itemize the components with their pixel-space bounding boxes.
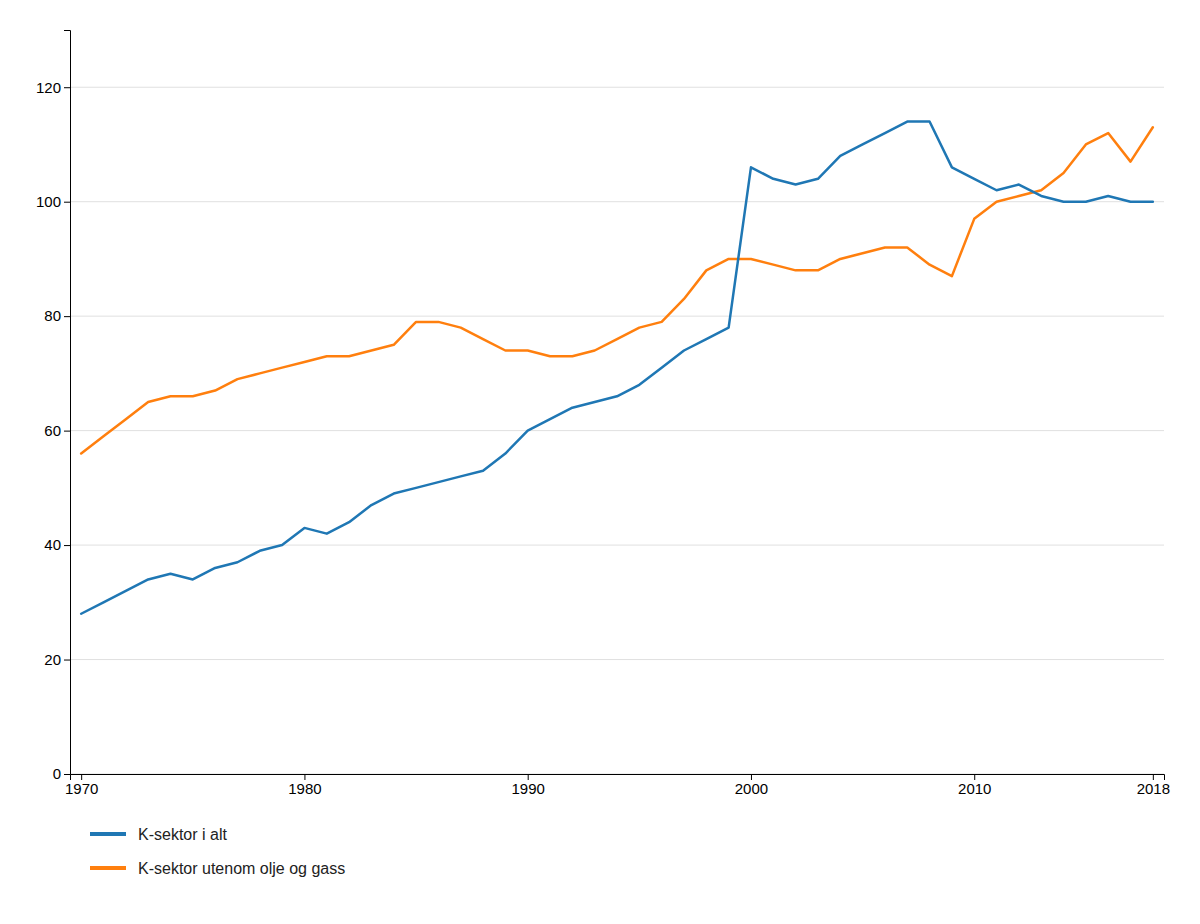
y-axis-line [64,31,71,775]
y-tick-label: 20 [44,651,61,668]
y-tick-label: 40 [44,536,61,553]
y-tick-label: 60 [44,422,61,439]
x-tick: 2010 [958,774,991,797]
x-tick-label: 2010 [958,780,991,797]
y-tick: 100 [36,193,70,210]
y-tick: 40 [44,536,70,553]
y-tick-label: 120 [36,79,61,96]
legend-item: K-sektor utenom olje og gass [90,860,345,877]
grid-line [70,659,1164,660]
y-tick-mark [64,774,70,775]
grid-line [70,87,1164,88]
legend-swatch [90,866,126,870]
x-tick-label: 2000 [735,780,768,797]
grid [70,87,1164,774]
y-tick-label: 0 [53,765,61,782]
grid-line [70,316,1164,317]
series-line [81,127,1153,453]
y-tick: 60 [44,422,70,439]
x-tick: 1990 [512,774,545,797]
y-tick-mark [64,431,70,432]
legend: K-sektor i alt K-sektor utenom olje og ga… [90,826,345,877]
y-tick-mark [64,545,70,546]
x-tick-label: 2018 [1137,780,1170,797]
y-tick: 80 [44,307,70,324]
x-tick: 2000 [735,774,768,797]
y-tick: 20 [44,651,70,668]
x-tick-label: 1970 [65,780,98,797]
series-line [81,122,1153,614]
y-tick: 0 [53,765,70,782]
x-axis: 1970 1980 1990 2000 2010 2018 [65,774,1170,797]
y-axis: 0 20 40 60 80 100 120 [36,31,71,783]
x-tick-label: 1990 [512,780,545,797]
grid-line [70,430,1164,431]
x-tick: 2018 [1137,774,1170,797]
legend-label: K-sektor utenom olje og gass [138,860,345,877]
x-tick: 1980 [288,774,321,797]
x-tick-label: 1980 [288,780,321,797]
y-tick-mark [64,87,70,88]
x-axis-line [71,775,1165,781]
legend-label: K-sektor i alt [138,826,227,843]
lines [81,122,1153,614]
y-tick-label: 100 [36,193,61,210]
y-tick-mark [64,202,70,203]
y-tick-mark [64,316,70,317]
y-tick-label: 80 [44,307,61,324]
legend-swatch [90,832,126,836]
grid-line [70,545,1164,546]
x-tick: 1970 [65,774,98,797]
legend-item: K-sektor i alt [90,826,227,843]
y-tick: 120 [36,79,70,96]
chart: 1970 1980 1990 2000 2010 2018 0 20 40 60 80 100 120 K… [0,0,1200,924]
y-tick-mark [64,660,70,661]
plot: 1970 1980 1990 2000 2010 2018 0 20 40 60 80 100 120 [36,31,1170,797]
